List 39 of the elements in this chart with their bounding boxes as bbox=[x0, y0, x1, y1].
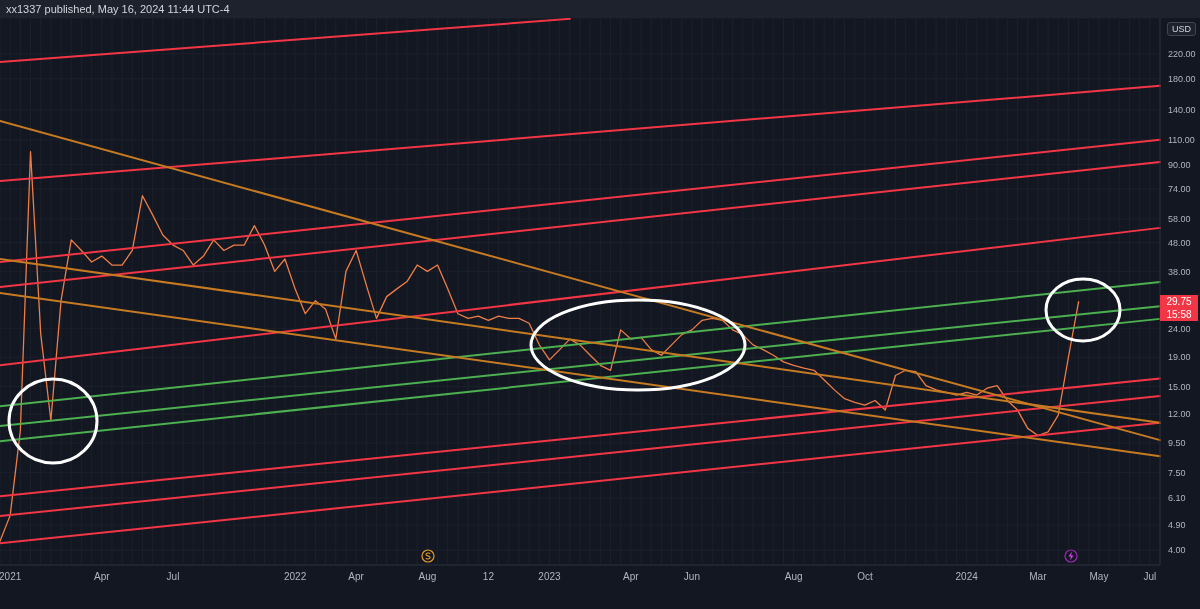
y-tick-label: 12.00 bbox=[1168, 409, 1191, 420]
x-tick-label: 2022 bbox=[283, 571, 307, 583]
y-tick-label: 19.00 bbox=[1168, 352, 1191, 363]
y-tick-label: 220.00 bbox=[1168, 49, 1196, 60]
text: 15:58 bbox=[1165, 307, 1193, 321]
x-tick-label: Apr bbox=[623, 571, 640, 583]
y-axis-title: USD bbox=[1166, 22, 1196, 36]
x-tick-label: Jul bbox=[1143, 571, 1157, 583]
y-tick-label: 7.50 bbox=[1168, 467, 1186, 478]
y-tick-label: 74.00 bbox=[1168, 184, 1191, 195]
x-tick-label: 2024 bbox=[955, 571, 979, 583]
y-tick-label: 48.00 bbox=[1168, 237, 1191, 248]
y-tick-label: 38.00 bbox=[1168, 266, 1191, 277]
x-tick-label: Jun bbox=[683, 571, 700, 583]
y-tick-label: 24.00 bbox=[1168, 323, 1191, 334]
y-tick-label: 110.00 bbox=[1168, 134, 1195, 145]
y-tick-label: 6.10 bbox=[1168, 493, 1186, 504]
x-tick-label: Oct bbox=[857, 571, 873, 583]
x-tick-label: 12 bbox=[482, 571, 495, 583]
chart-title: xx1337 published, May 16, 2024 11:44 UTC-4 bbox=[0, 0, 1200, 18]
text: 29.75 bbox=[1165, 294, 1193, 308]
x-tick-label: Apr bbox=[348, 571, 365, 583]
y-tick-label: 58.00 bbox=[1168, 214, 1191, 225]
y-tick-label: 140.00 bbox=[1168, 105, 1196, 116]
x-tick-label: Aug bbox=[784, 571, 803, 583]
x-tick-label: Jul bbox=[166, 571, 180, 583]
x-tick-label: 2023 bbox=[538, 571, 562, 583]
x-tick-label: May bbox=[1089, 571, 1109, 583]
x-tick-label: Apr bbox=[93, 571, 111, 583]
y-tick-label: 180.00 bbox=[1168, 73, 1196, 84]
x-tick-label: Aug bbox=[418, 571, 437, 583]
y-tick-label: 4.90 bbox=[1168, 520, 1186, 531]
x-tick-label: 2021 bbox=[0, 571, 22, 583]
y-tick-label: 90.00 bbox=[1168, 159, 1191, 170]
x-tick-label: Mar bbox=[1029, 571, 1048, 583]
y-tick-label: 9.50 bbox=[1168, 438, 1186, 449]
y-tick-label: 4.00 bbox=[1168, 545, 1186, 556]
line-series bbox=[0, 150, 1080, 542]
y-tick-label: 15.00 bbox=[1168, 381, 1191, 392]
